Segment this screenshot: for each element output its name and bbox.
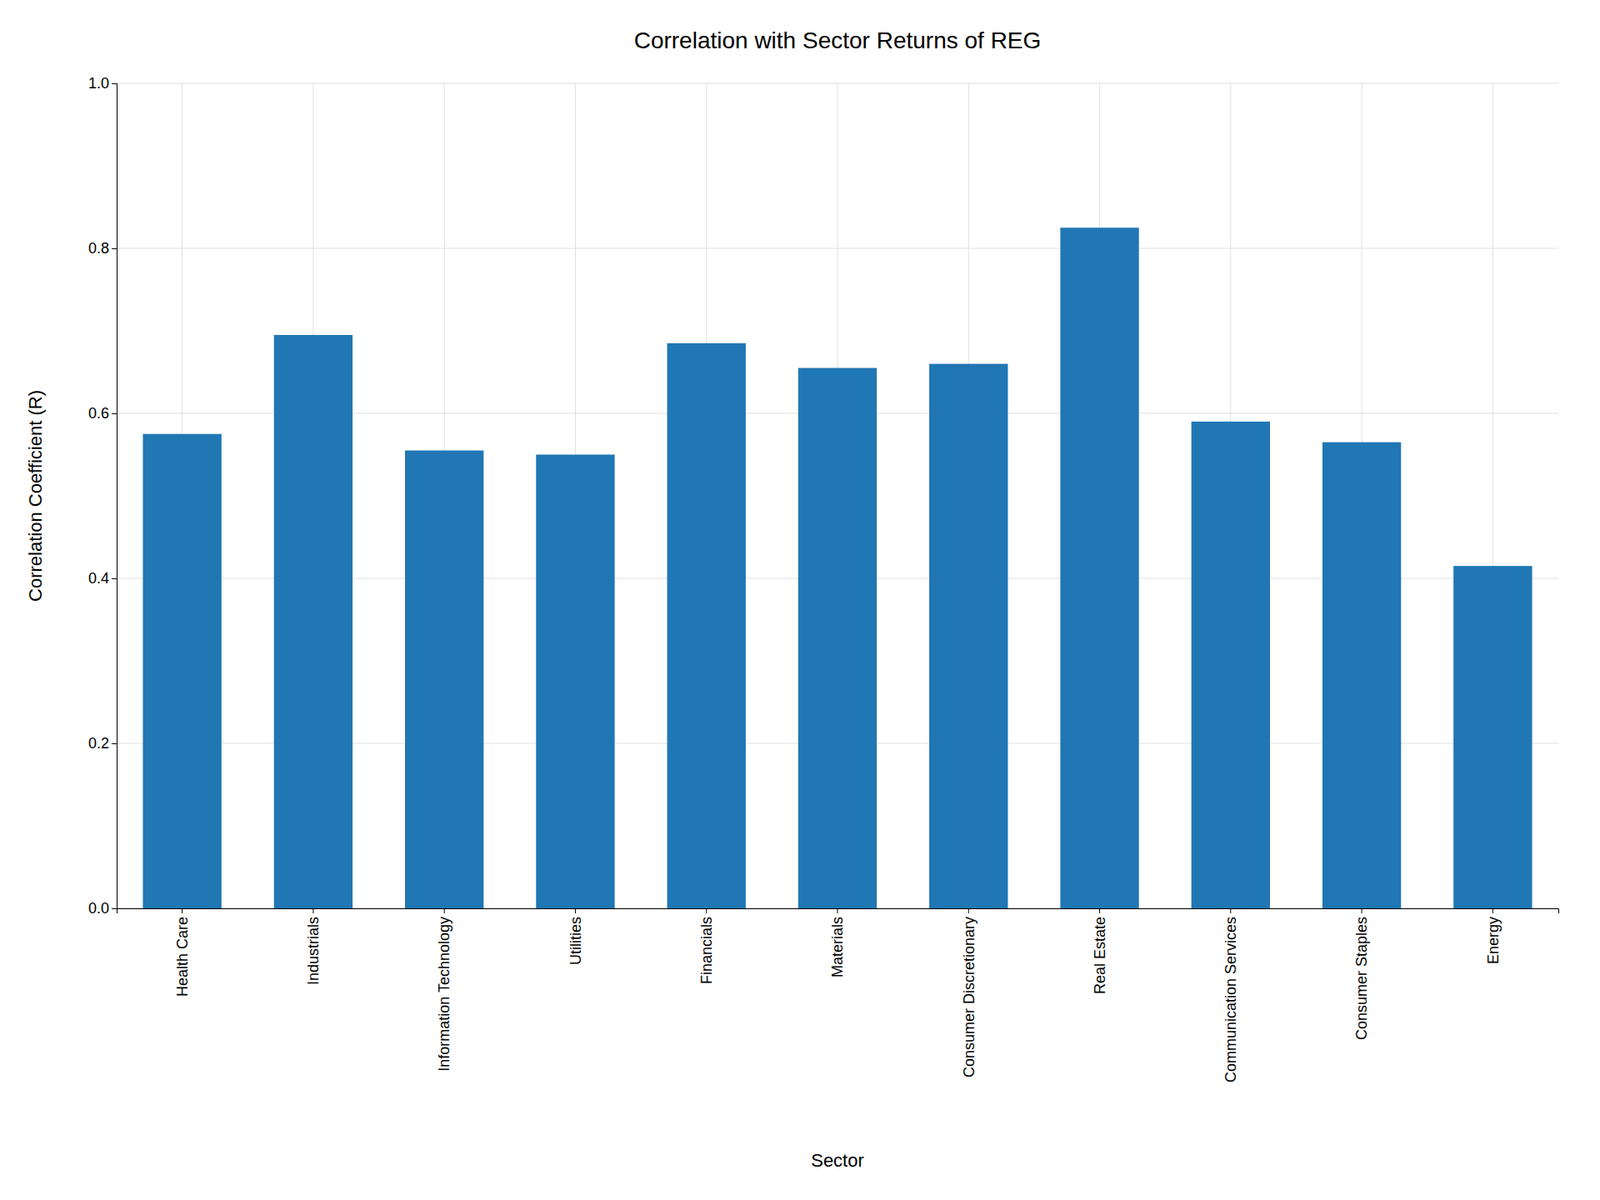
tick: Health Care [174,908,191,997]
tick-mark [111,578,117,580]
tick-mark [444,908,445,914]
grid [116,83,1559,909]
tick-label: 0.2 [88,735,110,752]
bar [1322,442,1401,909]
bar [929,364,1008,909]
axis-line [117,909,1560,915]
y-axis-title: Correlation Coefficient (R) [25,390,46,602]
tick-mark [312,908,314,914]
bar [1060,227,1139,909]
tick-mark [111,248,117,250]
tick: Consumer Staples [1353,908,1370,1040]
bar [274,335,353,909]
bars [142,227,1532,909]
tick-mark [1361,908,1363,914]
tick-label: Communication Services [1222,916,1240,1083]
tick: 0.8 [88,240,117,257]
bar [1453,565,1532,909]
tick-label: Industrials [305,916,322,985]
tick-mark [111,83,117,85]
tick: Utilities [567,908,585,965]
tick-mark [575,908,576,914]
tick: Communication Services [1222,908,1240,1083]
chart: 0.0 0.2 0.4 0.6 0.8 1.0 Health Care Industrials… [0,0,1600,1200]
tick-label: Information Technology [435,916,453,1072]
tick-label: Consumer Discretionary [960,916,978,1078]
axis-line [111,84,118,910]
tick: 0.6 [88,405,117,422]
tick-label: Consumer Staples [1353,916,1370,1040]
x-axis-title: Sector [810,1150,865,1171]
tick: Energy [1485,908,1502,965]
tick-mark [111,413,117,415]
tick: 0.2 [88,735,117,752]
bar [798,368,877,909]
bar [1191,421,1270,909]
tick-label: Health Care [174,916,191,997]
bar [535,455,615,910]
tick-label: 0.8 [88,240,110,257]
tick-label: Materials [829,916,846,978]
tick: Industrials [305,908,322,985]
tick: Real Estate [1091,908,1109,995]
tick-label: 1.0 [88,75,110,92]
tick-label: Utilities [567,916,585,965]
tick-label: Energy [1485,916,1502,965]
tick: Information Technology [435,908,453,1072]
tick-label: 0.6 [88,405,110,422]
tick: 1.0 [88,75,117,92]
tick-mark [837,908,839,914]
tick: 0.4 [88,570,117,587]
bar [667,343,746,909]
bar [405,450,484,909]
tick-label: Financials [698,916,715,985]
tick: Materials [829,908,846,978]
bar [142,434,221,909]
x-axis: Health Care Industrials Information Techno… [117,908,1560,1083]
tick-label: Real Estate [1091,916,1109,995]
tick-mark [1492,908,1494,914]
tick: Consumer Discretionary [960,908,978,1078]
tick-mark [111,908,117,910]
tick-mark [111,743,117,745]
tick-label: 0.0 [88,900,110,917]
plot: 0.0 0.2 0.4 0.6 0.8 1.0 Health Care Industrials… [88,75,1560,1083]
tick-mark [181,908,183,914]
tick-label: 0.4 [88,570,110,587]
tick-mark [705,908,707,914]
tick-mark [968,908,970,914]
y-axis: 0.0 0.2 0.4 0.6 0.8 1.0 [88,75,118,917]
tick-mark [1230,908,1231,914]
tick: 0.0 [88,900,117,917]
tick: Financials [698,908,715,985]
tick-mark [1099,908,1100,914]
title: Correlation with Sector Returns of REG [634,27,1042,54]
